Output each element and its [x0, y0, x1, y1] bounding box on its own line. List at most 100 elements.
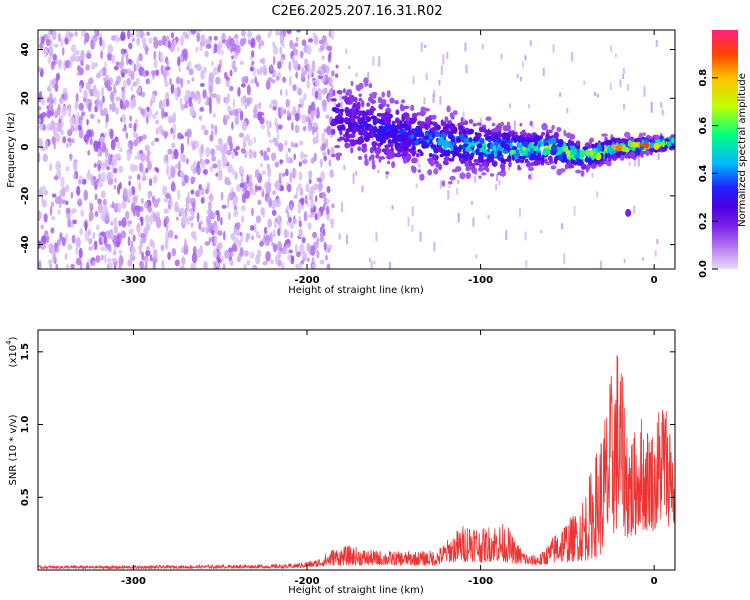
noise-speckle: [327, 94, 332, 102]
noise-speckle: [85, 82, 90, 90]
noise-speckle: [112, 167, 118, 174]
spectrogram-x-axis-label: Height of straight line (km): [288, 285, 424, 296]
signal-cell: [580, 153, 585, 159]
noise-speckle: [43, 213, 48, 223]
noise-speckle: [142, 134, 147, 140]
signal-cell: [358, 97, 363, 102]
noise-speckle: [215, 209, 220, 216]
noise-speckle: [183, 103, 189, 109]
noise-speckle: [217, 250, 221, 258]
noise-speckle: [247, 30, 253, 39]
noise-speckle: [79, 120, 83, 126]
noise-speckle: [314, 90, 319, 100]
noise-speckle: [125, 54, 129, 66]
noise-speckle: [200, 187, 205, 196]
noise-speckle: [297, 87, 303, 96]
noise-speckle: [75, 237, 81, 248]
noise-speckle: [171, 180, 175, 191]
signal-cell: [377, 135, 382, 140]
signal-cell: [352, 109, 356, 116]
noise-speckle: [100, 246, 106, 251]
signal-cell: [609, 154, 616, 159]
noise-speckle: [162, 98, 166, 109]
signal-cell: [468, 118, 474, 125]
noise-speckle: [244, 190, 251, 199]
noise-speckle: [117, 202, 122, 214]
noise-speckle: [61, 186, 66, 198]
noise-speckle: [146, 31, 150, 36]
noise-speckle: [206, 209, 211, 215]
signal-cell: [603, 160, 609, 165]
noise-speckle: [200, 226, 206, 233]
snr-y-tick-label: 1.5: [20, 343, 31, 361]
noise-speckle: [93, 175, 96, 187]
noise-speckle: [111, 54, 116, 64]
noise-speckle: [269, 64, 274, 71]
signal-cell: [370, 107, 374, 116]
signal-cell: [448, 158, 454, 162]
noise-speckle: [329, 87, 334, 98]
noise-speckle: [213, 35, 218, 41]
signal-cell: [474, 148, 480, 156]
signal-cell: [344, 142, 350, 149]
signal-cell: [647, 135, 653, 140]
signal-cell: [458, 125, 464, 132]
noise-speckle: [65, 59, 71, 69]
noise-speckle: [209, 86, 213, 97]
signal-cell: [489, 173, 495, 177]
noise-speckle: [252, 190, 257, 196]
noise-speckle: [122, 187, 128, 199]
faint-streak: [566, 107, 569, 114]
noise-speckle: [155, 217, 162, 229]
noise-speckle: [78, 128, 84, 139]
signal-cell: [335, 154, 341, 161]
faint-streak: [627, 84, 630, 91]
noise-speckle: [213, 234, 218, 246]
signal-cell: [417, 120, 423, 126]
noise-speckle: [100, 49, 103, 60]
noise-speckle: [194, 93, 197, 103]
signal-cell: [654, 134, 660, 140]
noise-speckle: [310, 157, 315, 164]
noise-speckle: [306, 242, 311, 253]
signal-cell: [463, 137, 470, 145]
noise-speckle: [233, 237, 239, 244]
noise-speckle: [51, 78, 56, 89]
faint-streak: [378, 56, 381, 67]
signal-cell: [509, 142, 513, 149]
noise-speckle: [174, 201, 179, 212]
signal-cell: [387, 160, 391, 165]
noise-speckle: [146, 106, 150, 112]
noise-speckle: [313, 122, 318, 128]
noise-speckle: [49, 163, 52, 172]
noise-speckle: [319, 226, 323, 233]
noise-speckle: [248, 148, 253, 160]
noise-speckle: [190, 189, 195, 195]
noise-speckle: [97, 147, 101, 158]
faint-streak: [391, 205, 394, 210]
noise-speckle: [110, 139, 116, 151]
noise-speckle: [84, 230, 90, 242]
noise-speckle: [217, 230, 223, 237]
signal-cell: [486, 136, 493, 140]
signal-cell: [481, 172, 487, 176]
noise-speckle: [282, 76, 287, 83]
noise-speckle: [295, 36, 299, 42]
signal-cell: [624, 154, 629, 159]
colorbar-tick-label: 0.6: [698, 117, 709, 135]
signal-cell: [547, 129, 553, 134]
noise-speckle: [196, 32, 201, 43]
noise-speckle: [322, 151, 326, 157]
spectrogram-y-ticks: -40 -20 0 20 40: [20, 43, 675, 254]
noise-speckle: [155, 167, 160, 173]
signal-cell: [348, 133, 356, 139]
noise-speckle: [299, 50, 304, 59]
noise-speckle: [255, 35, 262, 41]
noise-speckle: [44, 140, 49, 150]
noise-speckle: [266, 163, 270, 170]
noise-speckle: [147, 193, 152, 200]
signal-cell: [544, 139, 550, 144]
noise-speckle: [142, 38, 146, 49]
noise-speckle: [111, 164, 115, 170]
signal-cell: [476, 122, 482, 126]
